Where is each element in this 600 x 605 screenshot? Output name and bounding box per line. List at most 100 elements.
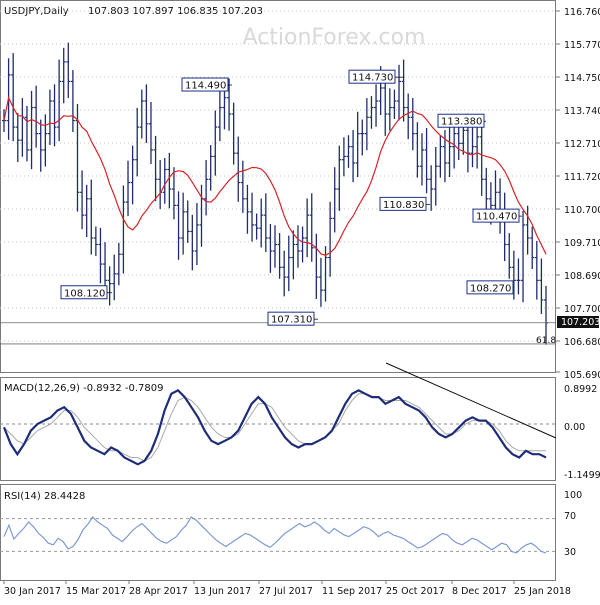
price-bar [93, 226, 98, 256]
rsi-panel-border [0, 484, 556, 581]
macd-tick-label: -1.1499 [564, 470, 600, 481]
price-bar [34, 85, 39, 148]
price-bar [277, 233, 282, 279]
price-panel [0, 0, 556, 372]
annotation-label: 107.310 [271, 315, 312, 326]
rsi-line [0, 516, 556, 554]
price-bar [66, 42, 71, 99]
annotation-box [181, 77, 229, 92]
price-bar [383, 73, 388, 136]
price-bar [429, 165, 434, 211]
macd-signal-line [3, 393, 546, 462]
x-tick-label: 28 Apr 2017 [129, 586, 188, 597]
price-bar [259, 198, 264, 248]
price-bar [89, 179, 94, 255]
annotation-label: 110.830 [383, 200, 424, 211]
rsi-tick-label: 70 [564, 511, 576, 522]
price-bar [11, 53, 16, 142]
price-bar [29, 90, 34, 170]
price-bar [116, 242, 121, 286]
price-bar [406, 93, 411, 140]
moving-average [3, 95, 547, 256]
price-bar [139, 89, 144, 139]
price-bar [470, 124, 475, 168]
price-bar [208, 145, 213, 191]
rsi-line [3, 516, 547, 554]
price-bar [181, 192, 186, 255]
rsi-title: RSI(14) 28.4428 [4, 491, 85, 502]
price-bar [530, 226, 535, 269]
x-tick-label: 25 Oct 2017 [386, 586, 445, 597]
price-bar [355, 111, 360, 177]
price-bar [521, 210, 526, 303]
price-annotation: 108.270 [466, 280, 514, 295]
price-annotation: 110.830 [379, 196, 430, 211]
price-bar [374, 84, 379, 127]
price-bar [112, 254, 117, 301]
price-tick-label: 115.770 [564, 40, 600, 51]
macd-line [2, 389, 547, 466]
last-price-box [557, 316, 599, 328]
macd-title: MACD(12,26,9) -0.8932 -0.7809 [4, 383, 164, 394]
annotation-box [466, 280, 514, 295]
price-bar [397, 64, 402, 121]
price-bar [52, 84, 57, 147]
price-bar [144, 84, 149, 144]
price-bar [167, 152, 172, 209]
price-bar [511, 250, 516, 300]
macd-tick-label: 0.8992 [564, 384, 597, 395]
price-bar [415, 122, 420, 178]
annotation-box [379, 196, 427, 211]
price-bar [236, 136, 241, 202]
rsi-panel [0, 484, 556, 580]
price-bar [107, 266, 112, 306]
moving-average-line [3, 95, 547, 256]
price-tick-label: 112.710 [564, 139, 600, 150]
annotation-label: 110.470 [476, 212, 517, 223]
price-bar [360, 119, 365, 156]
price-bar [291, 230, 296, 280]
price-bar [341, 137, 346, 177]
price-bar [318, 257, 323, 307]
price-bar [424, 128, 429, 194]
price-bar [484, 167, 489, 211]
fib-label: 61.8 [536, 336, 556, 346]
price-tick-label: 107.700 [564, 304, 600, 315]
annotation-label: 114.730 [352, 73, 393, 84]
price-bar [387, 88, 392, 131]
price-bar [171, 167, 176, 220]
price-bar [438, 135, 443, 178]
price-bar [231, 102, 236, 165]
price-bar [43, 114, 48, 167]
last-price-label: 107.203 [561, 317, 600, 328]
price-bar [190, 214, 195, 271]
watermark: ActionForex.com [243, 25, 426, 50]
macd-trendline [385, 362, 557, 439]
price-annotation: 110.470 [472, 208, 522, 223]
price-bar [268, 223, 273, 273]
price-bar [337, 145, 342, 211]
price-annotations: 114.490 114.730 113.380 110.830 110.470 108.1… [60, 69, 522, 326]
price-bar [38, 119, 43, 172]
macd-lines [0, 362, 557, 466]
price-bar [15, 113, 20, 162]
annotation-box [348, 69, 396, 84]
price-bar [185, 200, 190, 243]
price-tick-label: 110.700 [564, 205, 600, 216]
price-bar [479, 117, 484, 196]
rsi-tick-label: 30 [564, 547, 576, 558]
price-tick-label: 114.750 [564, 73, 600, 84]
macd-tick-label: 0.00 [564, 422, 585, 433]
price-bar [213, 110, 218, 176]
price-bar [61, 47, 66, 104]
price-bar [250, 192, 255, 242]
price-bar [47, 89, 52, 146]
price-bar [401, 59, 406, 122]
price-bar [70, 70, 75, 132]
price-bar [273, 225, 277, 268]
price-bar [475, 122, 480, 169]
price-tick-label: 108.690 [564, 271, 600, 282]
price-bar [204, 160, 209, 216]
price-bar [346, 135, 351, 168]
